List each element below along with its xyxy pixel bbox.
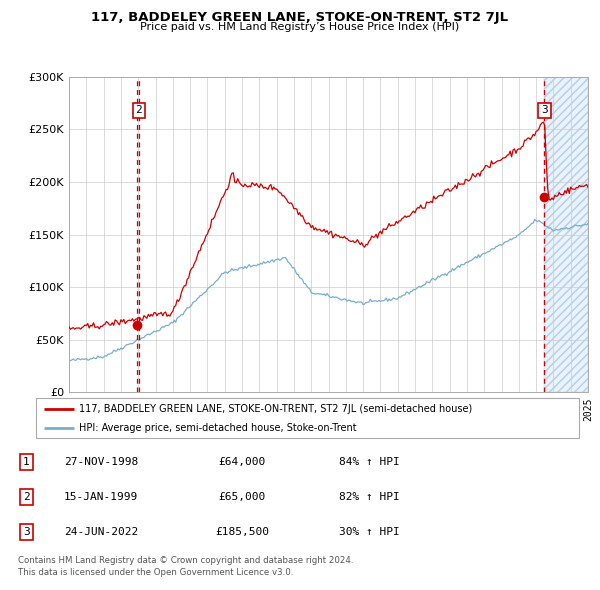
Text: 27-NOV-1998: 27-NOV-1998 [64, 457, 139, 467]
Text: £185,500: £185,500 [215, 527, 269, 537]
Text: 2: 2 [136, 106, 142, 116]
Text: 82% ↑ HPI: 82% ↑ HPI [339, 492, 400, 502]
Text: This data is licensed under the Open Government Licence v3.0.: This data is licensed under the Open Gov… [18, 568, 293, 576]
Text: 3: 3 [541, 106, 548, 116]
Text: 30% ↑ HPI: 30% ↑ HPI [339, 527, 400, 537]
Text: Price paid vs. HM Land Registry’s House Price Index (HPI): Price paid vs. HM Land Registry’s House … [140, 22, 460, 32]
Text: 15-JAN-1999: 15-JAN-1999 [64, 492, 139, 502]
Text: HPI: Average price, semi-detached house, Stoke-on-Trent: HPI: Average price, semi-detached house,… [79, 424, 357, 433]
Text: £65,000: £65,000 [219, 492, 266, 502]
Bar [544, 77, 588, 392]
FancyBboxPatch shape [36, 398, 579, 438]
Text: £64,000: £64,000 [219, 457, 266, 467]
Text: 3: 3 [23, 527, 30, 537]
Text: 1: 1 [23, 457, 30, 467]
Text: 2: 2 [23, 492, 30, 502]
Text: 84% ↑ HPI: 84% ↑ HPI [339, 457, 400, 467]
Text: 24-JUN-2022: 24-JUN-2022 [64, 527, 139, 537]
Text: Contains HM Land Registry data © Crown copyright and database right 2024.: Contains HM Land Registry data © Crown c… [18, 556, 353, 565]
Bar [544, 77, 588, 392]
Text: 117, BADDELEY GREEN LANE, STOKE-ON-TRENT, ST2 7JL: 117, BADDELEY GREEN LANE, STOKE-ON-TRENT… [91, 11, 509, 24]
Text: 117, BADDELEY GREEN LANE, STOKE-ON-TRENT, ST2 7JL (semi-detached house): 117, BADDELEY GREEN LANE, STOKE-ON-TRENT… [79, 405, 473, 415]
